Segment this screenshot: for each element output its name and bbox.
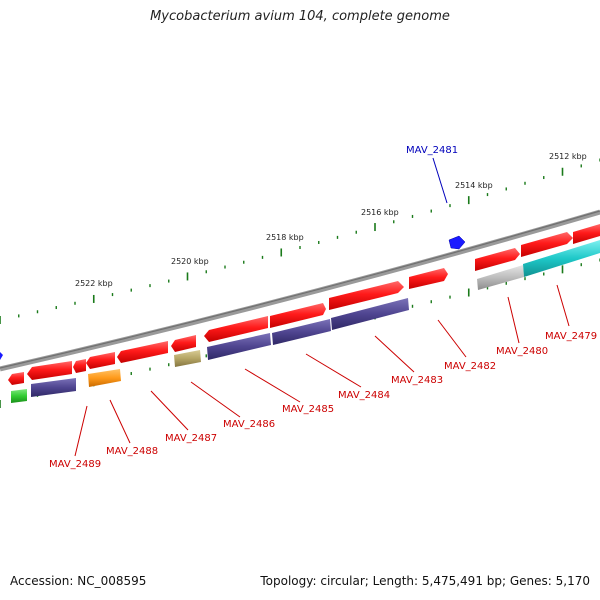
cds-arrow[interactable]: [573, 224, 600, 244]
feature-edge-blue: [0, 352, 3, 360]
gene-label-mav-2481[interactable]: MAV_2481: [406, 145, 458, 156]
cds-arrow[interactable]: [27, 361, 72, 380]
gene-label-mav-2485[interactable]: MAV_2485: [282, 404, 334, 415]
gene-label-mav-2488[interactable]: MAV_2488: [106, 446, 158, 457]
gene-label-mav-2489[interactable]: MAV_2489: [49, 459, 101, 470]
gene-label-mav-2482[interactable]: MAV_2482: [444, 361, 496, 372]
genome-backbone-edge: [0, 210, 600, 369]
gene-label-mav-2484[interactable]: MAV_2484: [338, 390, 390, 401]
cds-arrow[interactable]: [409, 268, 448, 289]
tick-label-2512: 2512 kbp: [549, 152, 587, 161]
tick-labels: 2512 kbp 2514 kbp 2516 kbp 2518 kbp 2520…: [75, 152, 587, 288]
label-leaders: [74, 284, 570, 457]
cds-arrow[interactable]: [117, 341, 168, 363]
blast-hit-orange[interactable]: [88, 369, 121, 387]
blast-hit-purple[interactable]: [272, 319, 331, 345]
map-title: Mycobacterium avium 104, complete genome: [150, 9, 450, 24]
cds-arrow[interactable]: [8, 372, 24, 385]
blast-hit-green[interactable]: [11, 389, 27, 403]
cds-arrow[interactable]: [86, 352, 115, 369]
cds-arrow[interactable]: [475, 248, 520, 271]
blast-hit-purple[interactable]: [331, 298, 409, 330]
tick-label-2518: 2518 kbp: [266, 233, 304, 242]
cds-arrow[interactable]: [171, 335, 196, 352]
blast-hit-purple[interactable]: [207, 333, 271, 360]
gene-label-mav-2486[interactable]: MAV_2486: [223, 419, 275, 430]
cds-arrow[interactable]: [521, 232, 573, 257]
accession-text: Accession: NC_008595: [10, 574, 147, 588]
blast-hit-khaki[interactable]: [174, 350, 201, 367]
gene-label-mav-2480[interactable]: MAV_2480: [496, 346, 548, 357]
blast-hit-cyan[interactable]: [523, 240, 600, 277]
feature-mav-2481[interactable]: [448, 235, 466, 250]
blast-hit-purple[interactable]: [31, 378, 76, 397]
label-leader-mav-2481: [432, 157, 448, 204]
tick-label-2514: 2514 kbp: [455, 181, 493, 190]
cds-arrow[interactable]: [204, 316, 268, 342]
blast-track: [11, 240, 600, 403]
topology-text: Topology: circular; Length: 5,475,491 bp…: [260, 574, 590, 588]
gene-label-mav-2483[interactable]: MAV_2483: [391, 375, 443, 386]
blast-hit-grey[interactable]: [477, 265, 524, 290]
cds-arrow[interactable]: [73, 359, 86, 373]
tick-label-2522: 2522 kbp: [75, 279, 113, 288]
gene-label-mav-2487[interactable]: MAV_2487: [165, 433, 217, 444]
tick-label-2520: 2520 kbp: [171, 257, 209, 266]
tick-label-2516: 2516 kbp: [361, 208, 399, 217]
genome-backbone: [0, 209, 600, 372]
cds-track: [8, 224, 600, 385]
cds-arrow[interactable]: [270, 303, 326, 328]
gene-label-mav-2479[interactable]: MAV_2479: [545, 331, 597, 342]
cds-arrow[interactable]: [329, 281, 404, 310]
